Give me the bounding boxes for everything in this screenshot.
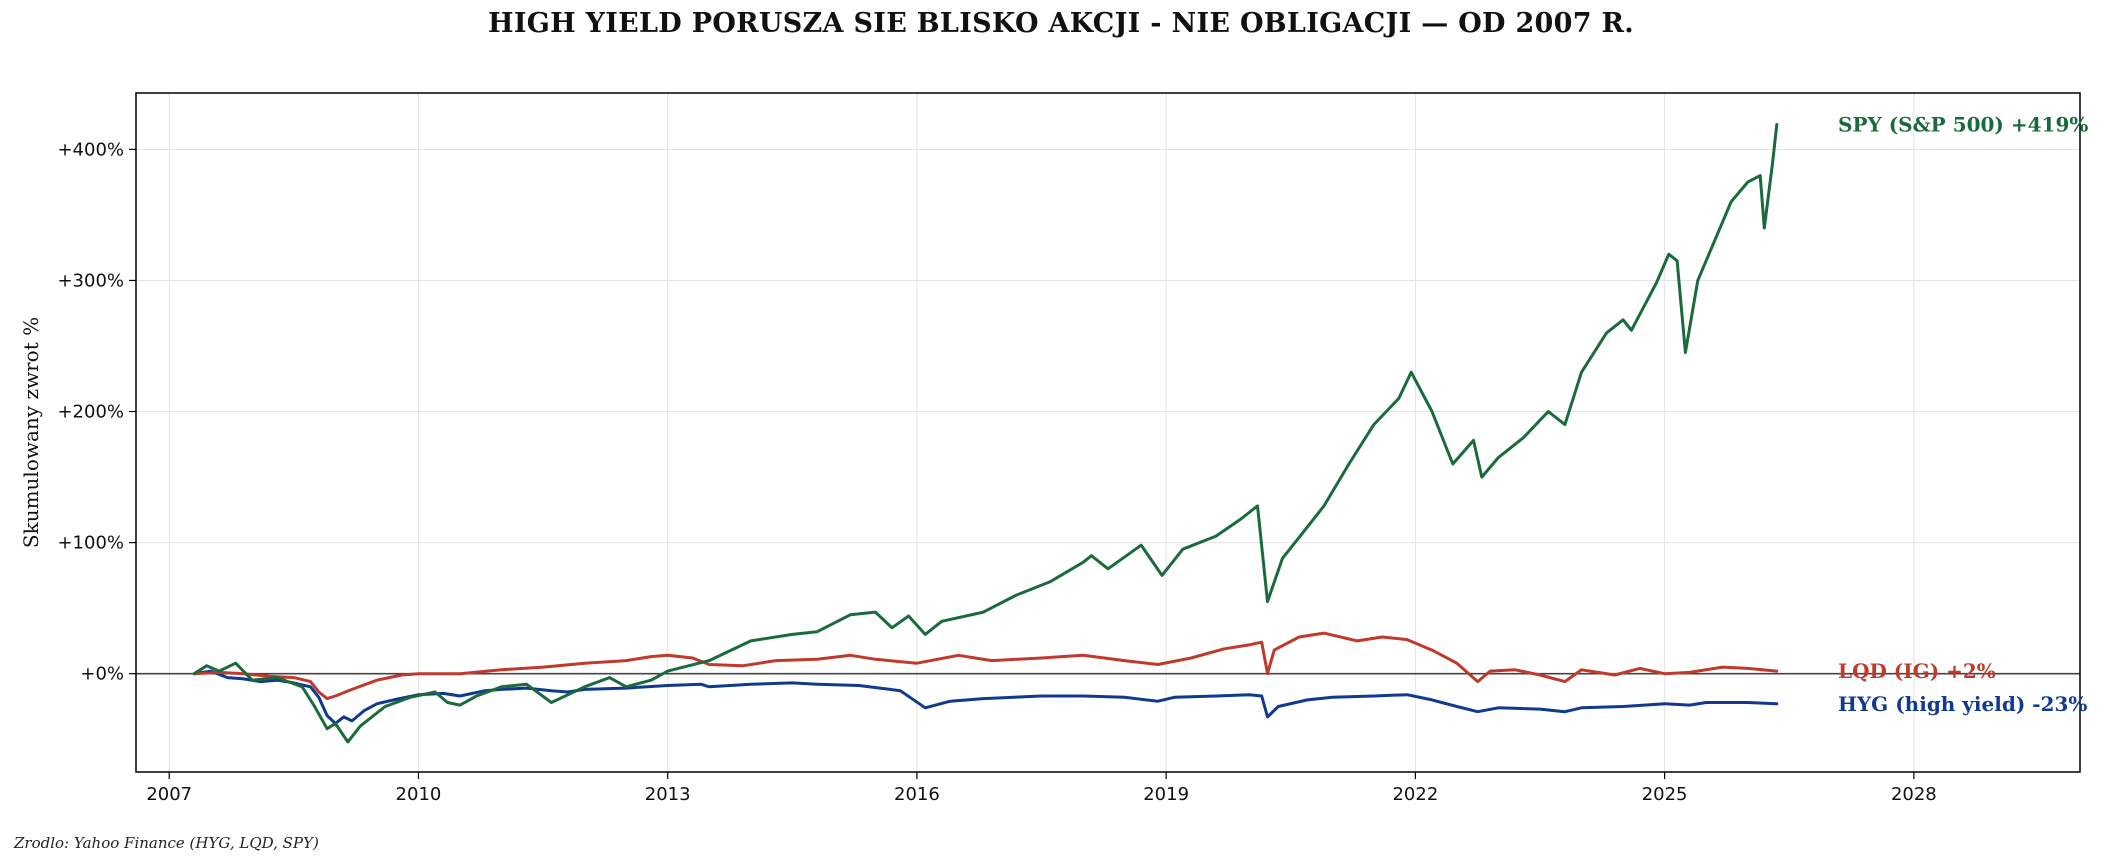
series-line xyxy=(192,123,1779,744)
x-tick-label: 2022 xyxy=(1392,784,1438,805)
y-tick-label: +0% xyxy=(80,664,124,685)
y-tick-label: +400% xyxy=(57,139,124,160)
x-tick-label: 2019 xyxy=(1143,784,1189,805)
series-end-label: SPY (S&P 500) +419% xyxy=(1838,112,2088,136)
chart-title: HIGH YIELD PORUSZA SIE BLISKO AKCJI - NI… xyxy=(488,8,1634,39)
grid xyxy=(136,93,2080,772)
y-axis-label: Skumulowany zwrot % xyxy=(19,317,43,548)
y-tick-label: +200% xyxy=(57,402,124,423)
x-tick-label: 2007 xyxy=(146,784,192,805)
series-line xyxy=(192,669,1779,725)
x-tick-label: 2010 xyxy=(396,784,442,805)
series-group xyxy=(192,123,1779,744)
end-labels: HYG (high yield) -23% LQD (IG) +2% SPY (S&… xyxy=(1838,112,2088,715)
plot-frame xyxy=(135,92,2081,773)
source-note: Zrodlo: Yahoo Finance (HYG, LQD, SPY) xyxy=(14,834,319,852)
series-end-label: HYG (high yield) -23% xyxy=(1838,692,2087,716)
y-tick-label: +100% xyxy=(57,533,124,554)
series-line xyxy=(192,631,1779,701)
series-end-label: LQD (IG) +2% xyxy=(1838,659,1996,683)
y-tick-label: +300% xyxy=(57,270,124,291)
x-tick-label: 2016 xyxy=(894,784,940,805)
y-axis: +0% +100% +200% +300% +400% xyxy=(57,139,136,685)
x-axis: 2007 2010 2013 2016 2019 2022 2025 2028 xyxy=(146,772,1937,805)
x-tick-label: 2013 xyxy=(645,784,691,805)
x-tick-label: 2025 xyxy=(1642,784,1688,805)
x-tick-label: 2028 xyxy=(1891,784,1937,805)
